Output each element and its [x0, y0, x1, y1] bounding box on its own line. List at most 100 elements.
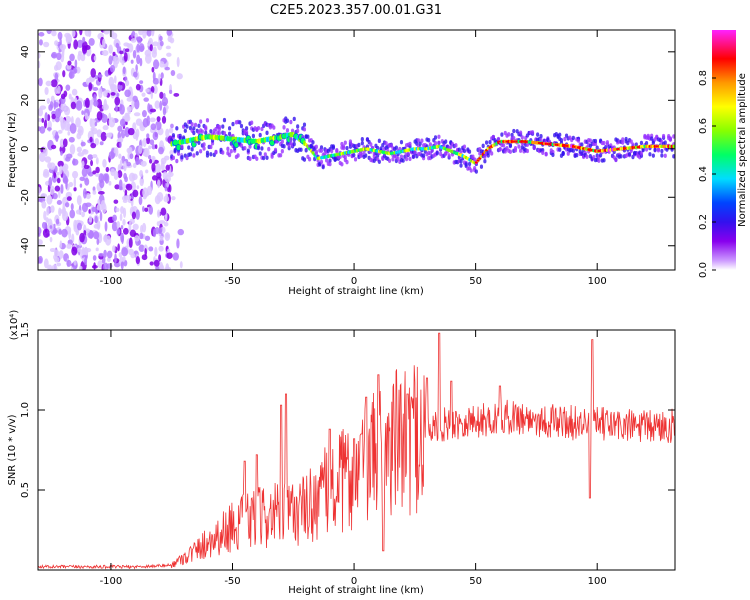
spectrogram-y-tick-label: 40	[20, 45, 31, 58]
spectrogram-noise-cell	[88, 37, 95, 46]
spectrogram-noise-cell	[91, 206, 97, 212]
spectrogram-noise-cell	[131, 30, 136, 37]
spectrogram-noise-cell	[166, 252, 173, 259]
spectrogram-ridge-halo	[289, 119, 293, 125]
spectrogram-ridge-halo	[175, 158, 179, 164]
spectrogram-noise-cell	[154, 227, 160, 235]
spectrogram-noise-cell	[125, 120, 128, 126]
spectrogram-ridge-halo	[360, 137, 364, 142]
spectrogram-noise-cell	[141, 92, 146, 97]
spectrogram-noise-cell	[50, 205, 55, 213]
spectrogram-noise-cell	[76, 39, 84, 48]
spectrogram-noise-cell	[151, 30, 155, 37]
spectrogram-noise-cell	[99, 141, 104, 146]
spectrogram-noise-cell	[137, 239, 141, 246]
spectrogram-noise-cell	[68, 93, 72, 100]
spectrogram-noise-cell	[124, 112, 130, 122]
spectrogram-noise-cell	[93, 55, 97, 61]
spectrogram-noise-cell	[101, 203, 107, 214]
spectrogram-noise-cell	[119, 141, 122, 148]
spectrogram-ridge-halo	[627, 151, 632, 157]
spectrogram-noise-cell	[96, 238, 100, 246]
spectrogram-x-tick-label: -100	[100, 276, 123, 287]
spectrogram-noise-cell	[162, 171, 168, 180]
spectrogram-ridge-halo	[561, 151, 565, 157]
spectrogram-ridge-halo	[389, 143, 393, 148]
spectrogram-noise-cell	[65, 156, 71, 162]
spectrogram-noise-cell	[38, 32, 45, 37]
spectrogram-noise-cell	[156, 116, 161, 122]
spectrogram-noise-cell	[177, 228, 185, 236]
spectrogram-ridge-halo	[209, 129, 213, 134]
spectrogram-noise-cell	[85, 193, 91, 200]
spectrogram-noise-cell	[119, 159, 123, 168]
spectrogram-ridge-halo	[193, 122, 198, 128]
spectrogram-noise-cell	[176, 56, 180, 68]
spectrogram-ridge-halo	[204, 125, 208, 130]
spectrogram-noise-cell	[41, 201, 47, 209]
spectrogram-noise-cell	[127, 106, 132, 115]
spectrogram-ridge-halo	[205, 118, 210, 123]
spectrogram-noise-cell	[133, 112, 141, 117]
spectrogram-noise-cell	[152, 131, 159, 141]
spectrogram-noise-cell	[92, 154, 98, 159]
spectrogram-noise-cell	[99, 211, 103, 222]
spectrogram-noise-cell	[67, 60, 72, 66]
spectrogram-ridge-halo	[551, 152, 555, 158]
spectrogram-noise-cell	[46, 206, 50, 216]
spectrogram-noise-cell	[146, 191, 149, 197]
spectrogram-y-tick-label: 20	[20, 94, 31, 107]
spectrogram-noise-cell	[153, 259, 160, 267]
spectrogram-ridge-halo	[185, 124, 189, 129]
spectrogram-noise-cell	[72, 67, 78, 74]
spectrogram-noise-cell	[135, 209, 140, 220]
spectrogram-ridge-halo	[469, 168, 473, 173]
spectrogram-marks	[38, 30, 675, 270]
spectrogram-noise-cell	[126, 97, 133, 102]
spectrogram-noise-cell	[66, 196, 72, 201]
spectrogram-noise-cell	[162, 106, 167, 116]
spectrogram-y-axis-label: Frequency (Hz)	[7, 112, 18, 188]
spectrogram-noise-cell	[52, 192, 58, 200]
spectrogram-noise-cell	[76, 195, 82, 206]
spectrogram-noise-cell	[98, 173, 104, 184]
spectrogram-noise-cell	[135, 64, 138, 72]
spectrogram-noise-cell	[57, 31, 63, 40]
spectrogram-noise-cell	[119, 213, 123, 222]
spectrogram-ridge-halo	[639, 140, 644, 146]
spectrogram-noise-cell	[98, 252, 104, 257]
spectrogram-noise-cell	[144, 235, 151, 241]
spectrogram-noise-cell	[170, 123, 174, 129]
spectrogram-ridge-halo	[258, 132, 262, 138]
spectrogram-noise-cell	[151, 175, 158, 181]
spectrogram-noise-cell	[38, 60, 41, 69]
spectrogram-ridge-halo	[314, 144, 318, 150]
spectrogram-ridge-halo	[258, 151, 262, 156]
spectrogram-noise-cell	[122, 183, 126, 193]
spectrogram-noise-cell	[77, 53, 82, 61]
spectrogram-noise-cell	[130, 181, 136, 192]
spectrogram-noise-cell	[159, 40, 164, 47]
spectrogram-noise-cell	[138, 30, 144, 36]
spectrogram-noise-cell	[165, 164, 170, 171]
spectrogram-noise-cell	[81, 167, 88, 177]
spectrogram-x-ticks: -100 -50 0 50 100	[100, 30, 607, 287]
spectrogram-noise-cell	[142, 30, 148, 34]
spectrogram-ridge-halo	[490, 151, 494, 156]
spectrogram-noise-cell	[66, 64, 72, 70]
spectrogram-noise-cell	[129, 153, 134, 160]
spectrogram-ridge-halo	[343, 140, 347, 145]
spectrogram-noise-cell	[51, 264, 58, 270]
spectrogram-ridge-halo	[265, 130, 269, 136]
spectrogram-noise-cell	[134, 235, 140, 242]
spectrogram-noise-cell	[103, 30, 110, 35]
spectrogram-ridge-halo	[621, 137, 625, 142]
spectrogram-noise-cell	[69, 68, 73, 80]
spectrogram-noise-cell	[54, 40, 59, 46]
spectrogram-noise-cell	[57, 129, 63, 134]
spectrogram-noise-cell	[141, 254, 148, 261]
spectrogram-noise-cell	[132, 223, 139, 231]
spectrogram-ridge-halo	[576, 138, 581, 143]
spectrogram-ridge-halo	[391, 157, 395, 162]
snr-x-tick-label: -100	[100, 576, 123, 587]
